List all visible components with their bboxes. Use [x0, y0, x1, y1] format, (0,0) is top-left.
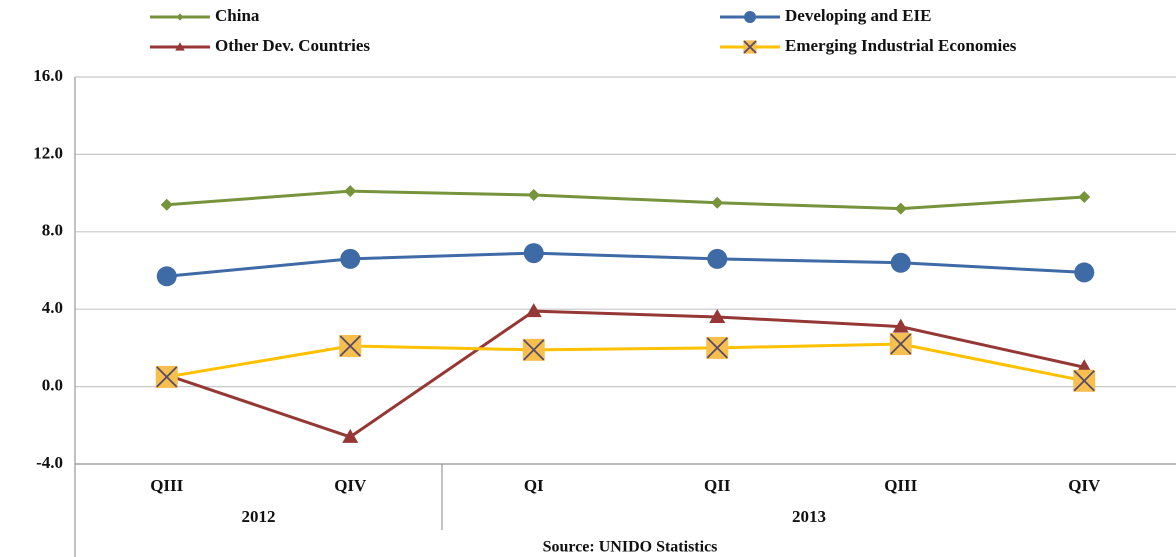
series-line [166, 342, 1085, 383]
marker [894, 202, 907, 215]
marker-cross [706, 337, 728, 359]
marker [342, 428, 359, 443]
marker-cross [1073, 370, 1095, 392]
y-tick-label: -4.0 [36, 453, 63, 472]
legend-label: Developing and EIE [785, 6, 931, 25]
marker [1076, 359, 1093, 374]
marker [160, 198, 173, 211]
marker [522, 338, 545, 361]
marker [892, 318, 909, 333]
marker [525, 303, 542, 318]
marker [706, 336, 729, 359]
marker [1078, 190, 1091, 203]
marker [889, 333, 912, 356]
marker [711, 196, 724, 209]
marker [709, 308, 726, 323]
marker [344, 185, 357, 198]
marker-cross [743, 40, 757, 54]
marker-cross [890, 333, 912, 355]
marker [890, 252, 911, 273]
marker-cross [523, 339, 545, 361]
marker [339, 334, 362, 357]
marker [340, 248, 361, 269]
legend-label: China [215, 6, 260, 25]
x-tick-label: QIII [884, 476, 917, 495]
marker [1073, 369, 1096, 392]
x-tick-label: QIV [1068, 476, 1101, 495]
marker [527, 189, 540, 202]
y-tick-label: 4.0 [42, 298, 63, 317]
marker-cross [339, 335, 361, 357]
legend-label: Other Dev. Countries [215, 36, 370, 55]
series-line [166, 309, 1085, 439]
marker [155, 365, 178, 388]
marker [1074, 262, 1095, 283]
marker-cross [156, 366, 178, 388]
marker [176, 13, 184, 21]
x-tick-label: QIII [150, 476, 183, 495]
marker [707, 248, 728, 269]
marker [523, 243, 544, 264]
marker [743, 40, 757, 54]
x-tick-label: QIV [334, 476, 367, 495]
x-group-label: 2012 [242, 507, 276, 526]
x-tick-label: QII [704, 476, 731, 495]
y-tick-label: 0.0 [42, 376, 63, 395]
series-line [166, 251, 1085, 278]
x-tick-label: QI [524, 476, 544, 495]
y-tick-label: 12.0 [33, 143, 63, 162]
x-group-label: 2013 [792, 507, 826, 526]
marker [156, 266, 177, 287]
y-tick-label: 16.0 [33, 66, 63, 85]
y-tick-label: 8.0 [42, 221, 63, 240]
source-note: Source: UNIDO Statistics [543, 539, 718, 556]
marker [744, 11, 756, 23]
legend-label: Emerging Industrial Economies [785, 36, 1017, 55]
series-line [166, 189, 1085, 211]
marker [175, 42, 185, 51]
